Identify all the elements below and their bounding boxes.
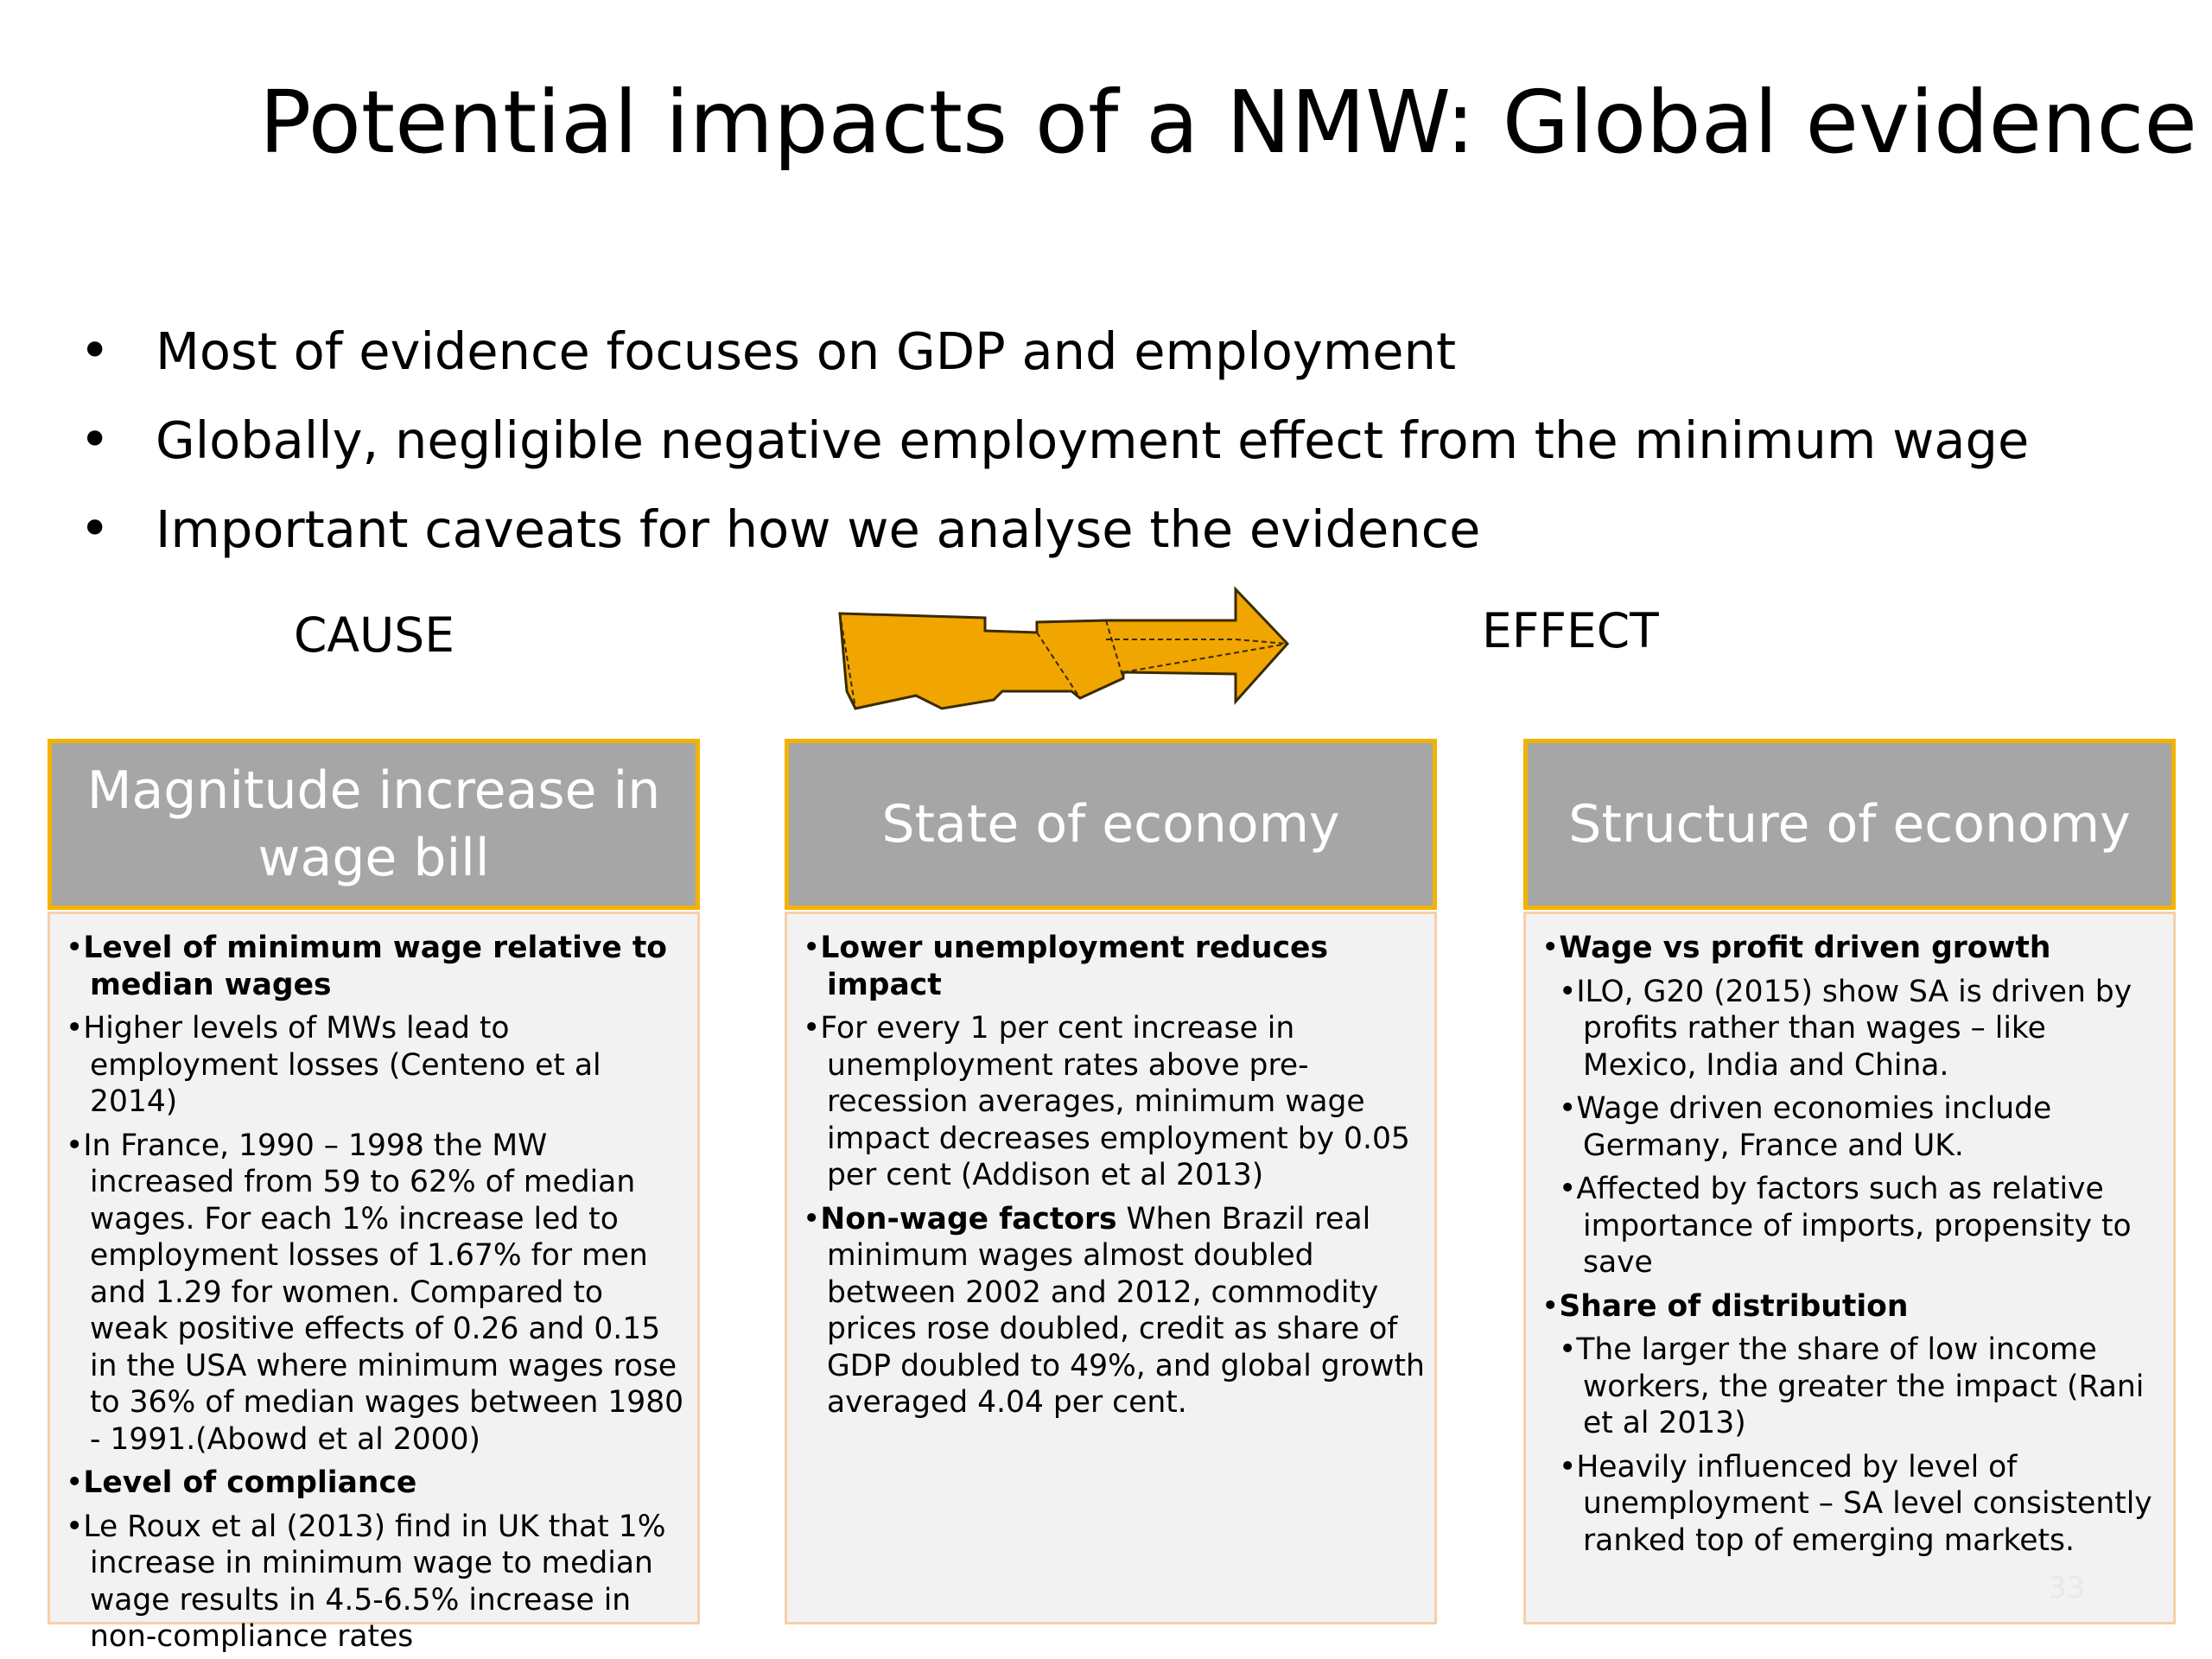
- intro-bullet-list: • Most of evidence focuses on GDP and emp…: [69, 307, 2029, 574]
- list-item: •For every 1 per cent increase in unempl…: [803, 1011, 1410, 1192]
- bullet-dot-icon: •: [79, 410, 111, 470]
- arrow-edge: [1036, 619, 1124, 679]
- list-item: •Lower unemployment reduces impact: [803, 931, 1328, 1002]
- list-item: •In France, 1990 – 1998 the MW increased…: [66, 1128, 684, 1457]
- slide-title: Potential impacts of a NMW: Global evide…: [259, 72, 2197, 173]
- list-item: •ILO, G20 (2015) show SA is driven by pr…: [1559, 974, 2133, 1083]
- list-item: •Share of distribution: [1541, 1288, 1909, 1324]
- list-item: •The larger the share of low income work…: [1559, 1332, 2145, 1440]
- column-heading: State of economy: [785, 739, 1437, 910]
- column-magnitude: Magnitude increase in wage bill •Level o…: [48, 739, 700, 1654]
- list-item: •Affected by factors such as relative im…: [1559, 1172, 2132, 1280]
- bullet-dot-icon: •: [79, 499, 111, 559]
- cause-label: CAUSE: [294, 607, 454, 663]
- list-item: •Heavily influenced by level of unemploy…: [1559, 1449, 2152, 1558]
- cause-effect-arrows-icon: [838, 586, 1290, 710]
- column-body: •Lower unemployment reduces impact •For …: [785, 912, 1437, 1624]
- arrow-edge: [839, 613, 856, 709]
- list-item: •Non-wage factors When Brazil real minim…: [803, 1201, 1425, 1421]
- page-number: 33: [2048, 1571, 2086, 1605]
- column-body: •Level of minimum wage relative to media…: [48, 912, 700, 1654]
- arrow-edge: [984, 630, 1081, 699]
- column-heading: Magnitude increase in wage bill: [48, 739, 700, 910]
- column-structure: Structure of economy •Wage vs profit dri…: [1523, 739, 2176, 1624]
- list-item: •Level of compliance: [66, 1465, 417, 1500]
- bullet-text: Important caveats for how we analyse the…: [156, 499, 1481, 559]
- bullet-item: • Most of evidence focuses on GDP and emp…: [69, 307, 2029, 396]
- list-item: •Higher levels of MWs lead to employment…: [66, 1011, 601, 1119]
- list-item: •Le Roux et al (2013) find in UK that 1%…: [66, 1509, 666, 1655]
- list-item: •Wage vs profit driven growth: [1541, 931, 2051, 965]
- bullet-dot-icon: •: [79, 321, 111, 381]
- arrow-edge: [1122, 643, 1288, 673]
- list-item: •Wage driven economies include Germany, …: [1559, 1091, 2052, 1163]
- column-heading: Structure of economy: [1523, 739, 2176, 910]
- bullet-text: Most of evidence focuses on GDP and empl…: [156, 321, 1457, 381]
- bullet-text: Globally, negligible negative employment…: [156, 410, 2030, 470]
- arrow-edge: [1106, 639, 1288, 645]
- bullet-item: • Globally, negligible negative employmen…: [69, 396, 2029, 485]
- column-body: •Wage vs profit driven growth •ILO, G20 …: [1523, 912, 2176, 1624]
- column-state: State of economy •Lower unemployment red…: [785, 739, 1437, 1624]
- list-item: •Level of minimum wage relative to media…: [66, 931, 668, 1002]
- effect-label: EFFECT: [1482, 603, 1659, 658]
- arrow-shape: [838, 586, 1290, 710]
- bullet-item: • Important caveats for how we analyse th…: [69, 485, 2029, 574]
